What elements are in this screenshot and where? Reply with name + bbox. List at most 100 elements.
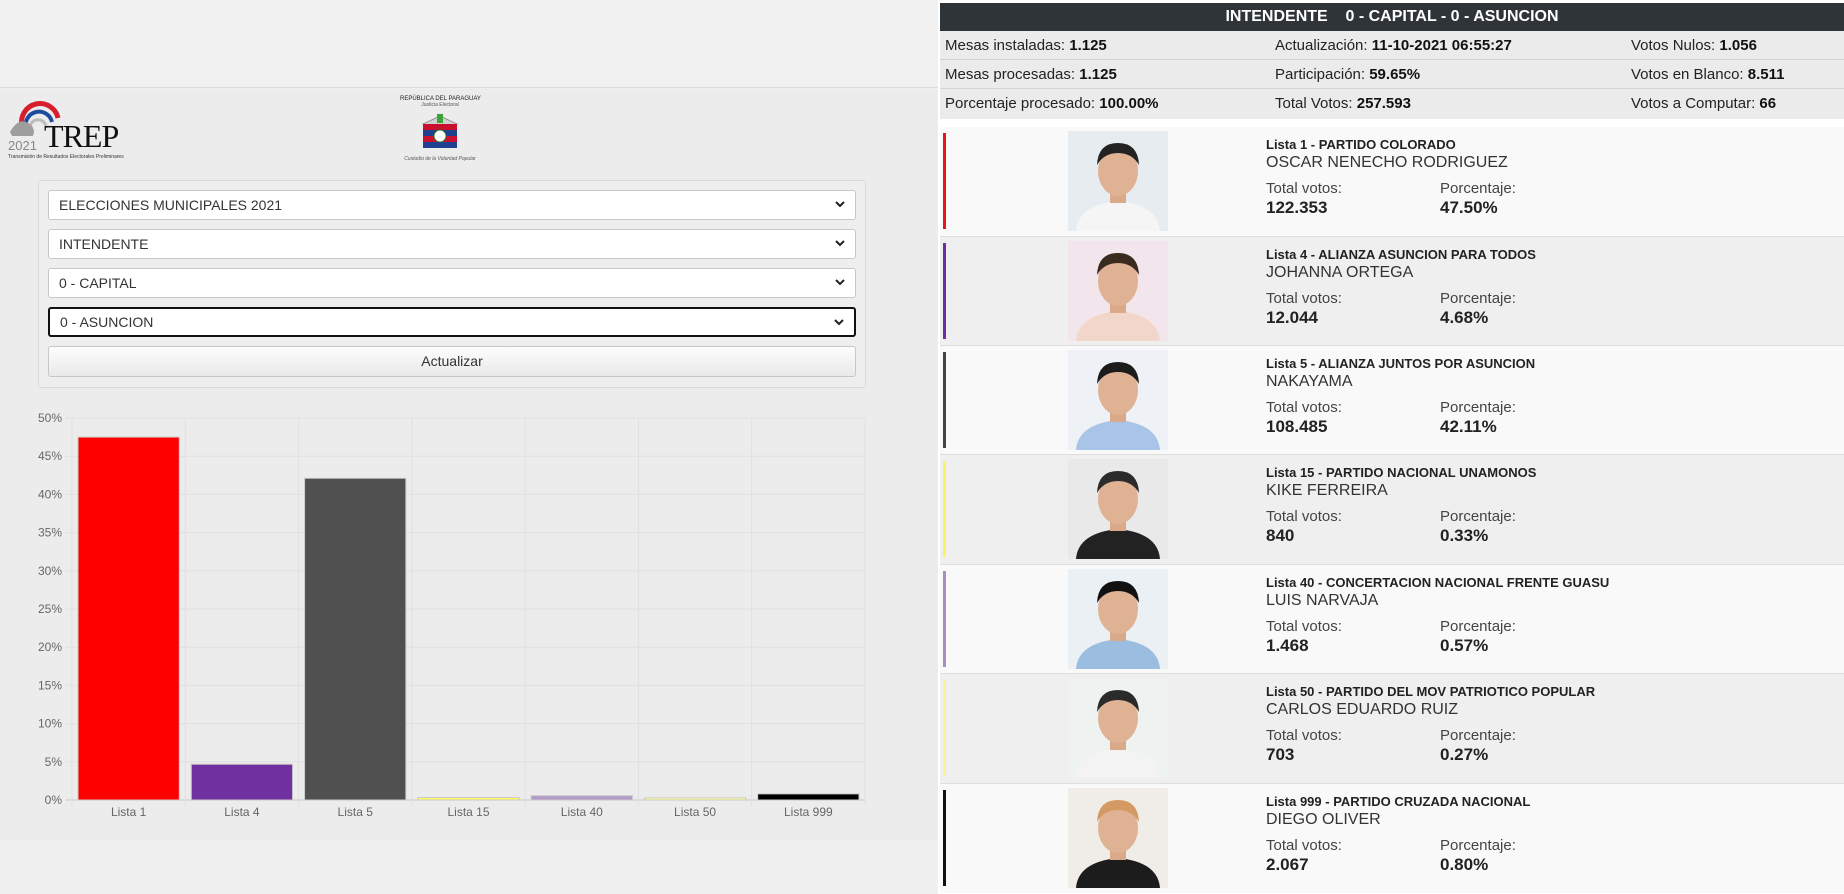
actualizar-button[interactable]: Actualizar [48, 346, 856, 377]
candidate-divider [940, 783, 1844, 784]
total-votos-label: Total votos: [1266, 837, 1342, 854]
candidate-card: Lista 4 - ALIANZA ASUNCION PARA TODOS JOH… [940, 237, 1844, 346]
candidate-votes: 840 [1266, 526, 1295, 545]
candidate-lista: Lista 5 - ALIANZA JUNTOS POR ASUNCION [1266, 356, 1536, 371]
x-tick-label: Lista 50 [674, 805, 716, 819]
candidate-name: CARLOS EDUARDO RUIZ [1266, 701, 1459, 718]
candidate-name: NAKAYAMA [1266, 373, 1353, 390]
trep-logo: TREP 2021 Transmisión de Resultados Elec… [8, 96, 138, 162]
ballot-box-icon [422, 114, 458, 148]
tsje-line3: Custodio de la Voluntad Popular [404, 156, 476, 162]
header-cargo: INTENDENTE [1225, 8, 1328, 25]
candidate-card: Lista 999 - PARTIDO CRUZADA NACIONAL DIEG… [940, 784, 1844, 893]
trep-logo-subtitle: Transmisión de Resultados Electorales Pr… [8, 154, 124, 160]
x-tick-label: Lista 999 [784, 805, 833, 819]
stats-divider [940, 88, 1844, 89]
party-color-bar [943, 461, 946, 557]
candidate-card: Lista 50 - PARTIDO DEL MOV PATRIOTICO PO… [940, 674, 1844, 783]
candidate-portrait-icon [1076, 362, 1160, 450]
candidate-lista: Lista 15 - PARTIDO NACIONAL UNAMONOS [1266, 465, 1537, 480]
y-tick-label: 45% [38, 449, 62, 463]
total-votos-label: Total votos: [1266, 290, 1342, 307]
departamento-select-value: 0 - CAPITAL [59, 275, 137, 291]
stats-panel: Mesas instaladas: 1.125 Actualización: 1… [940, 31, 1844, 119]
distrito-select-value: 0 - ASUNCION [60, 314, 154, 330]
porcentaje-label: Porcentaje: [1440, 180, 1516, 197]
chevron-down-icon [835, 279, 845, 286]
candidate-name: KIKE FERREIRA [1266, 482, 1388, 499]
y-tick-label: 25% [38, 602, 62, 616]
total-votos-label: Total votos: [1266, 180, 1342, 197]
top-band [0, 0, 938, 88]
y-tick-label: 50% [38, 411, 62, 425]
distrito-select[interactable]: 0 - ASUNCION [48, 307, 856, 337]
candidate-card: Lista 15 - PARTIDO NACIONAL UNAMONOS KIKE… [940, 455, 1844, 564]
candidate-name: OSCAR NENECHO RODRIGUEZ [1266, 154, 1508, 171]
porcentaje-label: Porcentaje: [1440, 837, 1516, 854]
candidate-lista: Lista 1 - PARTIDO COLORADO [1266, 137, 1456, 152]
bar-lista-50 [643, 797, 747, 801]
candidate-votes: 703 [1266, 745, 1295, 764]
candidate-photo [1068, 241, 1168, 341]
party-color-bar [943, 133, 946, 229]
candidate-divider [940, 564, 1844, 565]
x-tick-label: Lista 40 [561, 805, 603, 819]
bar-lista-5 [304, 477, 407, 801]
x-tick-label: Lista 15 [447, 805, 489, 819]
chevron-down-icon [835, 240, 845, 247]
candidate-name: JOHANNA ORTEGA [1266, 264, 1414, 281]
left-panel: TREP 2021 Transmisión de Resultados Elec… [0, 0, 938, 894]
porcentaje-label: Porcentaje: [1440, 290, 1516, 307]
x-tick-label: Lista 4 [224, 805, 260, 819]
eleccion-select[interactable]: ELECCIONES MUNICIPALES 2021 [48, 190, 856, 220]
trep-logo-year: 2021 [8, 138, 37, 153]
candidate-card: Lista 1 - PARTIDO COLORADO OSCAR NENECHO … [940, 127, 1844, 236]
porcentaje-label: Porcentaje: [1440, 618, 1516, 635]
cargo-select[interactable]: INTENDENTE [48, 229, 856, 259]
candidate-percentage: 0.57% [1440, 636, 1489, 655]
results-header: INTENDENTE 0 - CAPITAL - 0 - ASUNCION [940, 3, 1844, 31]
trep-logo-word: TREP [44, 118, 119, 154]
porcentaje-label: Porcentaje: [1440, 399, 1516, 416]
candidate-photo [1068, 350, 1168, 450]
stats-row: Porcentaje procesado: 100.00% Total Voto… [940, 89, 1844, 117]
candidate-lista: Lista 999 - PARTIDO CRUZADA NACIONAL [1266, 794, 1531, 809]
candidate-photo [1068, 569, 1168, 669]
cargo-select-value: INTENDENTE [59, 236, 149, 252]
stats-row: Mesas procesadas: 1.125 Participación: 5… [940, 60, 1844, 88]
candidate-votes: 122.353 [1266, 198, 1328, 217]
departamento-select[interactable]: 0 - CAPITAL [48, 268, 856, 298]
candidate-portrait-icon [1076, 581, 1160, 669]
tsje-line1: REPÚBLICA DEL PARAGUAY [400, 96, 481, 102]
bar-lista-4 [190, 763, 294, 801]
bar-lista-1 [77, 436, 180, 801]
stats-row: Mesas instaladas: 1.125 Actualización: 1… [940, 31, 1844, 59]
stat-total-votos: Total Votos: 257.593 [1275, 95, 1411, 112]
candidate-divider [940, 454, 1844, 455]
candidate-divider [940, 673, 1844, 674]
eleccion-select-value: ELECCIONES MUNICIPALES 2021 [59, 197, 283, 213]
stat-votos-computar: Votos a Computar: 66 [1631, 95, 1777, 112]
stat-votos-nulos: Votos Nulos: 1.056 [1631, 37, 1757, 54]
candidate-name: LUIS NARVAJA [1266, 592, 1379, 609]
party-color-bar [943, 243, 946, 339]
x-tick-label: Lista 1 [111, 805, 147, 819]
candidate-divider [940, 236, 1844, 237]
right-panel: INTENDENTE 0 - CAPITAL - 0 - ASUNCION Me… [938, 0, 1844, 894]
candidate-divider [940, 345, 1844, 346]
candidate-votes: 108.485 [1266, 417, 1328, 436]
total-votos-label: Total votos: [1266, 399, 1342, 416]
candidate-portrait-icon [1076, 253, 1160, 341]
y-tick-label: 20% [38, 640, 62, 654]
bar-lista-999 [757, 793, 860, 801]
bar-lista-15 [417, 796, 520, 801]
party-color-bar [943, 790, 946, 886]
candidate-portrait-icon [1076, 471, 1160, 559]
candidate-percentage: 42.11% [1440, 417, 1497, 436]
stat-mesas-instaladas: Mesas instaladas: 1.125 [945, 37, 1107, 54]
porcentaje-label: Porcentaje: [1440, 727, 1516, 744]
tsje-line2: Justicia Electoral [421, 102, 459, 108]
candidate-portrait-icon [1076, 800, 1160, 888]
y-tick-label: 30% [38, 564, 62, 578]
candidate-votes: 2.067 [1266, 855, 1309, 874]
